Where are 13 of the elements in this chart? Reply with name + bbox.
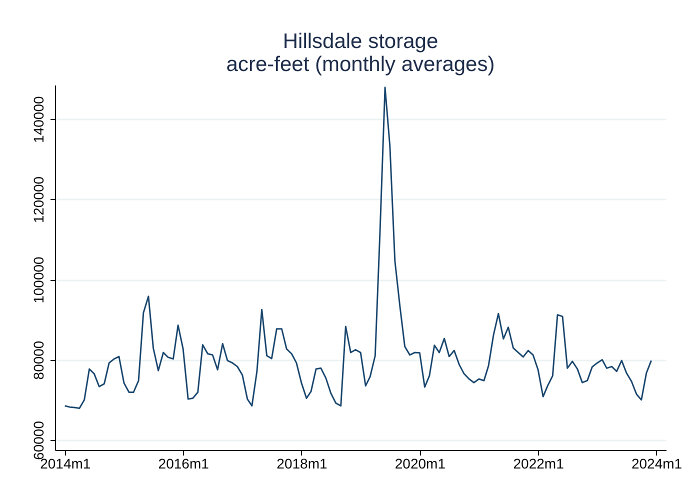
y-tick-label: 60000 bbox=[30, 420, 46, 460]
y-tick-label: 140000 bbox=[30, 96, 46, 143]
y-tick-label: 100000 bbox=[30, 256, 46, 304]
x-tick-label: 2024m1 bbox=[631, 456, 682, 472]
chart-title: Hillsdale storage bbox=[282, 30, 438, 53]
y-tick-label: 120000 bbox=[30, 176, 46, 224]
x-tick-label: 2022m1 bbox=[513, 456, 564, 472]
y-tick-label: 80000 bbox=[30, 340, 46, 380]
line-series bbox=[64, 86, 652, 410]
x-tick-label: 2018m1 bbox=[276, 456, 328, 472]
x-tick-label: 2016m1 bbox=[158, 456, 210, 472]
x-tick-label: 2020m1 bbox=[394, 456, 446, 472]
chart-subtitle: acre-feet (monthly averages) bbox=[226, 53, 495, 76]
